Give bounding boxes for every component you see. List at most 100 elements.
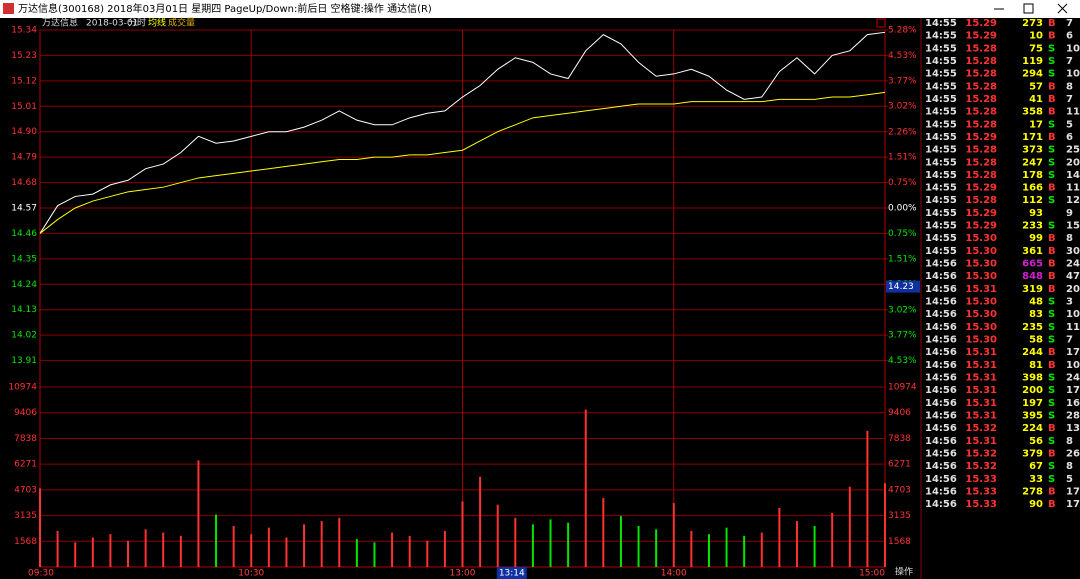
tick-time: 14:56: [925, 271, 957, 282]
volume-bar: [743, 535, 746, 567]
volume-bar: [831, 512, 834, 567]
volume-tick-label: 7838: [14, 434, 37, 444]
tick-time: 14:56: [925, 436, 957, 447]
x-tick-label: 10:30: [238, 569, 264, 579]
tick-count: 10: [1066, 69, 1080, 80]
tick-time: 14:56: [925, 297, 957, 308]
tick-side: B: [1048, 284, 1056, 295]
tick-price: 15.28: [965, 195, 997, 206]
volume-bar: [707, 534, 710, 567]
action-button[interactable]: 操作: [895, 566, 913, 578]
tick-volume: 17: [1029, 119, 1043, 130]
tick-volume: 200: [1022, 385, 1043, 396]
tick-price: 15.29: [965, 183, 997, 194]
volume-bar: [373, 542, 376, 567]
tick-price: 15.30: [965, 246, 997, 257]
tick-volume: 33: [1029, 474, 1043, 485]
tick-price: 15.30: [965, 322, 997, 333]
y2-tick-label: 4.53%: [888, 356, 917, 366]
tick-price: 15.28: [965, 43, 997, 54]
tick-volume: 235: [1022, 322, 1043, 333]
tick-time: 14:56: [925, 486, 957, 497]
tick-count: 28: [1066, 410, 1080, 421]
tick-time: 14:56: [925, 360, 957, 371]
tick-price: 15.30: [965, 297, 997, 308]
tick-volume: 83: [1029, 309, 1043, 320]
volume-bar: [443, 530, 446, 567]
volume-bar: [127, 540, 130, 567]
tick-price: 15.31: [965, 410, 997, 421]
y2-tick-label: 1.51%: [888, 153, 917, 163]
tick-volume: 197: [1022, 398, 1043, 409]
tick-side: S: [1048, 309, 1055, 320]
tick-time: 14:56: [925, 372, 957, 383]
volume-tick-label: 6271: [888, 460, 911, 470]
volume-bar: [162, 532, 165, 567]
y2-tick-label: 0.00%: [888, 204, 917, 214]
tick-count: 47: [1066, 271, 1080, 282]
tick-side: B: [1048, 107, 1056, 118]
volume-bar: [778, 507, 781, 567]
y-tick-label: 15.01: [11, 102, 37, 112]
tick-volume: 57: [1029, 81, 1043, 92]
tick-time: 14:55: [925, 183, 957, 194]
tick-count: 7: [1066, 18, 1073, 29]
cursor-price: 14.23: [888, 282, 914, 292]
volume-bar: [725, 527, 728, 567]
y2-tick-label: 3.02%: [888, 305, 917, 315]
volume-tick-label: 9406: [888, 408, 911, 418]
window-title: 万达信息(300168) 2018年03月01日 星期四 PageUp/Down…: [18, 2, 432, 15]
tick-side: B: [1048, 423, 1056, 434]
y2-tick-label: 0.75%: [888, 229, 917, 239]
tick-count: 11: [1066, 322, 1080, 333]
close-button[interactable]: [1057, 3, 1068, 14]
tick-volume: 224: [1022, 423, 1043, 434]
volume-bar: [496, 504, 499, 567]
tick-count: 5: [1066, 474, 1073, 485]
tick-price: 15.30: [965, 335, 997, 346]
tick-price: 15.32: [965, 448, 997, 459]
volume-tick-label: 1568: [888, 537, 911, 547]
maximize-button[interactable]: [1023, 3, 1034, 14]
y-tick-label: 14.57: [11, 204, 37, 214]
tick-price: 15.28: [965, 107, 997, 118]
tick-count: 9: [1066, 208, 1073, 219]
price-line: [39, 31, 886, 234]
volume-bar: [144, 529, 147, 567]
tick-time: 14:56: [925, 461, 957, 472]
volume-tick-label: 4703: [14, 485, 37, 495]
x-tick-label: 13:00: [450, 569, 476, 579]
tick-volume: 67: [1029, 461, 1043, 472]
volume-bar: [672, 503, 675, 567]
tick-price: 15.32: [965, 423, 997, 434]
panel-toggle[interactable]: [876, 18, 886, 28]
tick-count: 17: [1066, 347, 1080, 358]
tick-price: 15.29: [965, 208, 997, 219]
volume-tick-label: 7838: [888, 434, 911, 444]
volume-bar: [303, 524, 306, 567]
tick-side: S: [1048, 56, 1055, 67]
tick-count: 26: [1066, 448, 1080, 459]
volume-bar: [461, 501, 464, 567]
tick-side: S: [1048, 221, 1055, 232]
tick-price: 15.28: [965, 81, 997, 92]
tick-price: 15.28: [965, 145, 997, 156]
y2-tick-label: 3.77%: [888, 331, 917, 341]
volume-bar: [285, 537, 288, 567]
tick-price: 15.29: [965, 132, 997, 143]
volume-bar: [91, 537, 94, 567]
tick-count: 12: [1066, 195, 1080, 206]
tick-count: 10: [1066, 360, 1080, 371]
tick-count: 7: [1066, 94, 1073, 105]
tick-side: B: [1048, 94, 1056, 105]
tick-count: 24: [1066, 259, 1080, 270]
tick-count: 11: [1066, 183, 1080, 194]
tick-time: 14:55: [925, 145, 957, 156]
tick-volume: 75: [1029, 43, 1043, 54]
tick-time: 14:56: [925, 322, 957, 333]
tick-volume: 81: [1029, 360, 1043, 371]
tick-side: S: [1048, 436, 1055, 447]
y-tick-label: 14.68: [11, 178, 37, 188]
